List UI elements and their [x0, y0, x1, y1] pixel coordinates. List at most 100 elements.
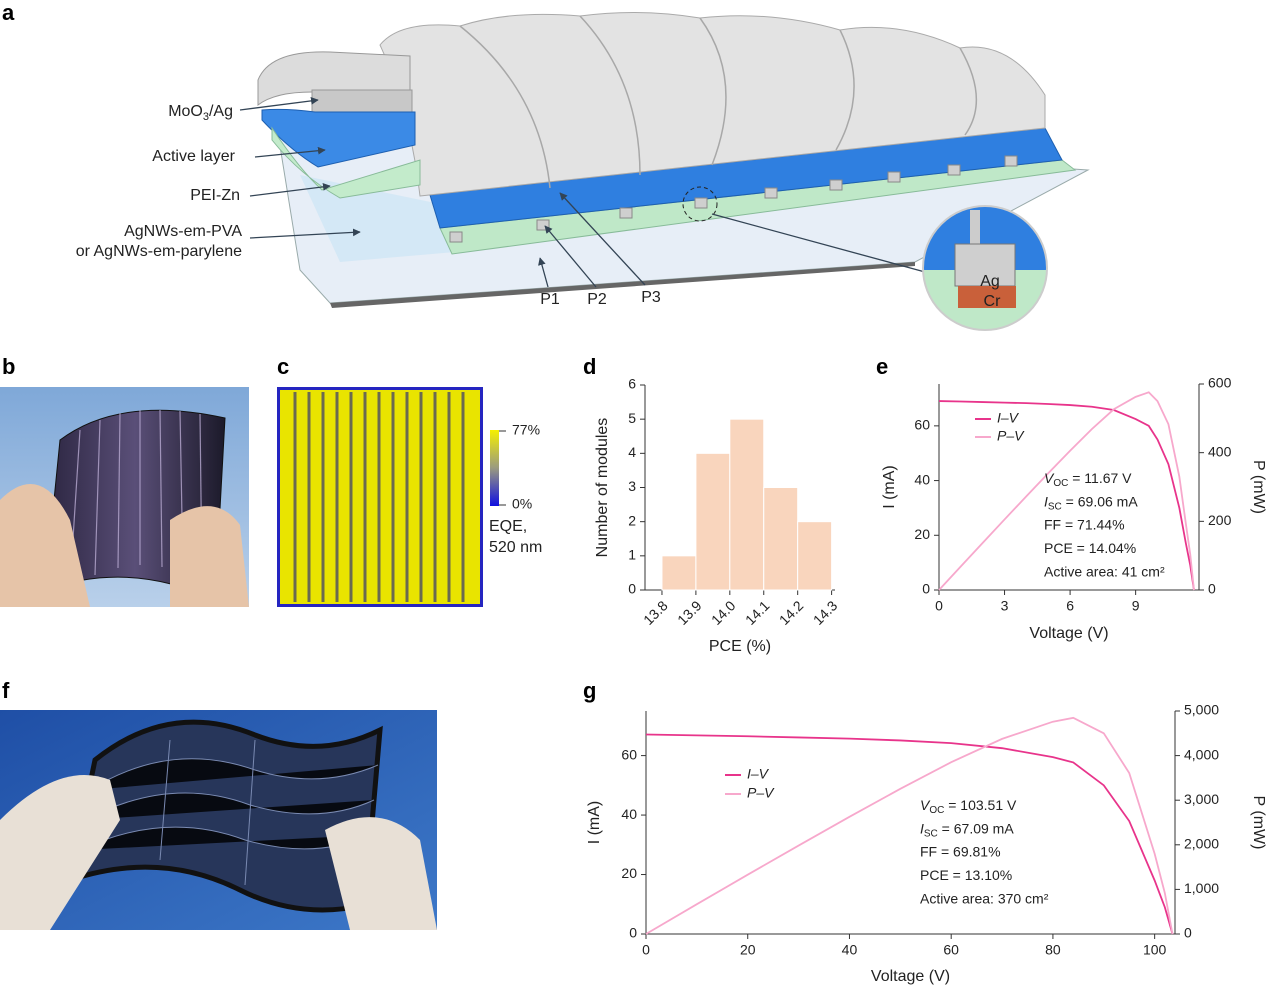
annotation-text: = 69.06 mA	[1062, 493, 1139, 509]
histogram-bar	[763, 487, 799, 591]
y-tick-label: 1	[628, 547, 636, 563]
y-tick-label: 40	[621, 806, 637, 822]
panel-label: b	[2, 354, 15, 379]
scribe-label: P2	[587, 291, 607, 308]
y2-tick-label: 0	[1184, 925, 1192, 941]
y2-tick-label: 3,000	[1184, 791, 1219, 807]
annotation: FF = 71.44%	[1044, 517, 1125, 533]
x-tick-label: 14.0	[708, 597, 739, 628]
colorbar-caption: 520 nm	[489, 539, 542, 556]
panel-labels: a b c d e f g	[2, 0, 888, 703]
colorbar-label: 77%	[512, 422, 540, 438]
annotation: FF = 69.81%	[920, 844, 1001, 860]
y-tick-label: 2	[628, 512, 636, 528]
exploded-electrode	[257, 51, 411, 107]
x-tick-label: 40	[842, 942, 858, 958]
y-tick-label: 0	[922, 581, 930, 597]
y-tick-label: 60	[621, 746, 637, 762]
colorbar-caption: EQE,	[489, 518, 527, 535]
top-electrode	[379, 11, 1046, 197]
annotation-symbol: V	[1044, 470, 1055, 486]
x-axis-label: Voltage (V)	[1029, 625, 1108, 642]
layer-label: or AgNWs-em-parylene	[76, 243, 242, 260]
y-tick-label: 0	[629, 925, 637, 941]
histogram-bar	[695, 452, 731, 591]
y-tick-label: 20	[621, 865, 637, 881]
x-tick-label: 14.3	[810, 597, 841, 628]
scribe-label: P3	[641, 289, 661, 306]
substrate-edge	[330, 262, 915, 308]
label-part: MoO	[168, 103, 203, 120]
x-tick-label: 13.9	[674, 597, 705, 628]
y2-tick-label: 4,000	[1184, 746, 1219, 762]
y-axis-label: I (mA)	[881, 465, 898, 509]
y2-axis-label: P (mW)	[1250, 460, 1267, 514]
exploded-moo3	[311, 89, 413, 113]
y-tick-label: 20	[914, 526, 930, 542]
legend-label: I–V	[747, 766, 770, 782]
y-tick-label: 40	[914, 471, 930, 487]
inset	[923, 206, 1047, 330]
legend-label: I–V	[997, 410, 1020, 426]
annotation-text: = 67.09 mA	[938, 820, 1015, 836]
y2-tick-label: 600	[1208, 375, 1232, 391]
zoom-marker	[682, 186, 718, 222]
scribe-label: P1	[540, 291, 560, 308]
annotation-sub: SC	[924, 828, 938, 839]
x-axis-label: Voltage (V)	[871, 968, 950, 985]
layer-label: AgNWs-em-PVA	[124, 223, 242, 240]
annotation: ISC = 67.09 mA	[920, 820, 1014, 839]
panel-label: e	[876, 354, 888, 379]
x-axis-label: PCE (%)	[709, 638, 771, 655]
x-tick-label: 60	[943, 942, 959, 958]
inset-label: Ag	[980, 273, 1000, 290]
series-line	[938, 391, 1195, 591]
annotation: PCE = 13.10%	[920, 867, 1012, 883]
y2-tick-label: 200	[1208, 512, 1232, 528]
zoom-line	[711, 213, 926, 273]
panel-label: c	[277, 354, 289, 379]
panel-label: f	[2, 678, 10, 703]
label-arrows	[239, 97, 646, 288]
y2-tick-label: 400	[1208, 443, 1232, 459]
series-line	[645, 716, 1174, 935]
y-tick-label: 4	[628, 444, 636, 460]
x-tick-label: 100	[1143, 942, 1167, 958]
x-tick-label: 13.8	[640, 597, 671, 628]
y-axis-label: Number of modules	[594, 418, 611, 558]
y2-tick-label: 1,000	[1184, 880, 1219, 896]
legend-label: P–V	[997, 428, 1025, 444]
layer-label: PEI-Zn	[190, 187, 240, 204]
histogram-bar	[729, 418, 765, 591]
annotation-sub: SC	[1048, 501, 1062, 512]
arch-dividers	[459, 15, 977, 189]
panel-label: a	[2, 0, 15, 25]
annotation-symbol: V	[920, 797, 931, 813]
y-tick-label: 60	[914, 417, 930, 433]
annotation-text: = 103.51 V	[944, 797, 1017, 813]
x-tick-label: 0	[642, 942, 650, 958]
x-tick-label: 6	[1066, 598, 1074, 614]
charts: 0 1 2 3 4 5 6 13.8 13.9 14.0 14.1 14.2 14.3 PCE (%) Nu…	[586, 375, 1267, 986]
annotation: ISC = 69.06 mA	[1044, 493, 1138, 512]
interconnects	[449, 155, 1018, 243]
annotation: Active area: 370 cm²	[920, 891, 1049, 907]
series-line	[645, 733, 1174, 935]
x-tick-label: 14.1	[742, 597, 773, 628]
legend-label: P–V	[747, 785, 775, 801]
exploded-pei	[271, 126, 421, 199]
photo-f	[0, 710, 437, 930]
label-part: /Ag	[209, 103, 233, 120]
y-tick-label: 3	[628, 478, 636, 494]
x-tick-label: 0	[935, 598, 943, 614]
y2-tick-label: 0	[1208, 581, 1216, 597]
y2-tick-label: 5,000	[1184, 702, 1219, 718]
layer-label: Active layer	[152, 148, 235, 165]
annotation: VOC = 103.51 V	[920, 797, 1017, 816]
y-tick-label: 5	[628, 410, 636, 426]
annotation: VOC = 11.67 V	[1044, 470, 1132, 489]
annotation: Active area: 41 cm²	[1044, 564, 1165, 580]
photo-b	[0, 387, 249, 607]
eqe-map: 77% 0% EQE, 520 nm	[277, 387, 542, 607]
